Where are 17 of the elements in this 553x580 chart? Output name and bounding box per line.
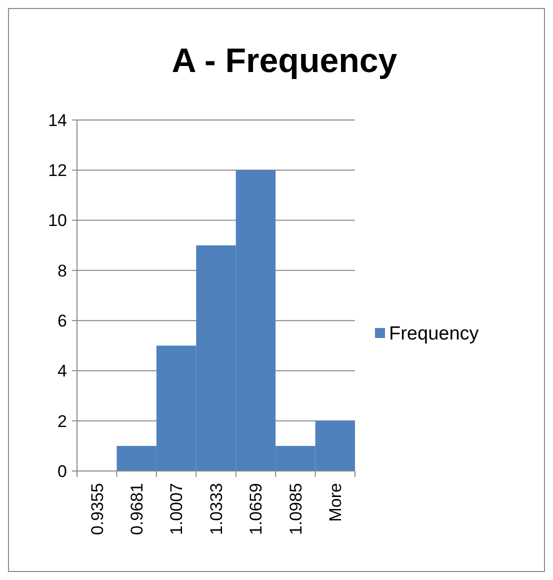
x-tick-label: More — [326, 483, 346, 522]
y-tick-label: 12 — [48, 161, 67, 180]
x-tick-label: 1.0333 — [206, 483, 226, 535]
x-tick-label: 1.0007 — [167, 483, 186, 535]
y-tick-label: 4 — [58, 362, 67, 381]
legend-label: Frequency — [389, 324, 480, 345]
x-tick-label: 0.9681 — [128, 483, 147, 535]
y-tick-label: 14 — [48, 110, 67, 130]
y-tick-label: 0 — [58, 462, 67, 481]
y-tick-label: 6 — [58, 312, 67, 331]
chart-title: A - Frequency — [172, 42, 398, 80]
x-tick-label: 1.0659 — [246, 483, 266, 535]
y-tick-label: 8 — [58, 261, 67, 280]
y-tick-label: 10 — [48, 211, 67, 230]
x-tick-label: 1.0985 — [286, 483, 306, 535]
x-tick-label: 0.9355 — [88, 483, 107, 535]
y-tick-label: 2 — [58, 412, 67, 431]
